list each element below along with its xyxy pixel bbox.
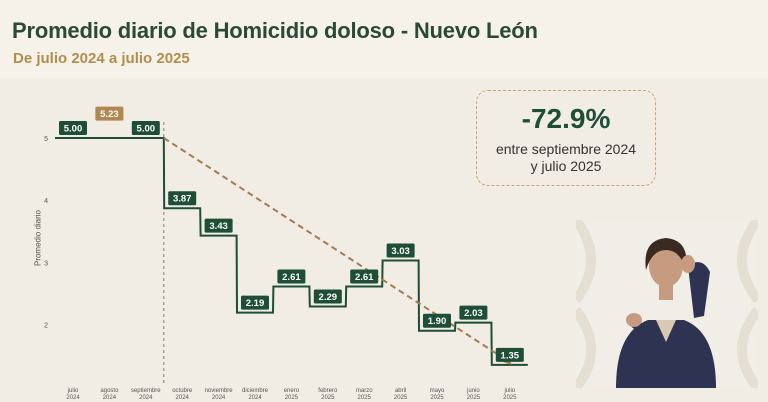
x-tick-label-year: 2024: [103, 395, 117, 401]
data-label-box: [386, 243, 415, 258]
x-tick-label-year: 2025: [321, 395, 335, 401]
y-tick-label: 4: [44, 198, 48, 205]
x-tick-label-month: abril: [395, 388, 406, 394]
data-label-box: [95, 106, 124, 121]
x-tick-label-year: 2024: [66, 395, 80, 401]
data-label: 5.23: [100, 109, 119, 120]
data-label-box: [277, 269, 306, 284]
data-label: 3.03: [391, 246, 410, 257]
x-tick-label-month: julio: [67, 388, 79, 394]
x-tick-label-year: 2024: [212, 395, 226, 401]
data-label: 5.00: [137, 123, 156, 134]
x-tick-label-month: septiembre: [131, 388, 161, 394]
data-label: 2.03: [464, 308, 483, 319]
x-tick-label-month: febrero: [318, 388, 338, 394]
x-tick-label-month: octubre: [172, 388, 193, 394]
data-label-box: [241, 295, 269, 310]
data-label-box: [313, 289, 342, 304]
step-series-line: [55, 136, 528, 366]
page-subtitle: De julio 2024 a julio 2025: [13, 50, 190, 67]
data-label-box: [168, 191, 197, 206]
x-tick-label-year: 2024: [139, 395, 153, 401]
data-label-box: [131, 120, 160, 135]
x-tick-label-year: 2025: [285, 395, 299, 401]
y-axis-label: Promedio diario: [33, 209, 43, 267]
x-tick-label-month: marzo: [356, 388, 373, 394]
reduction-callout: -72.9% entre septiembre 2024 y julio 202…: [476, 90, 656, 186]
header-background: [0, 0, 768, 78]
x-tick-label-month: mayo: [430, 388, 445, 394]
data-label: 2.19: [246, 298, 265, 309]
data-label-box: [59, 120, 87, 135]
data-label: 5.00: [64, 123, 83, 134]
data-label-box: [204, 218, 233, 233]
x-tick-label-year: 2025: [358, 395, 372, 401]
x-tick-label-month: enero: [284, 388, 300, 394]
x-tick-label-month: noviembre: [205, 388, 234, 394]
y-tick-label: 5: [44, 136, 48, 143]
data-label-box: [459, 305, 488, 320]
data-label-box: [350, 269, 379, 284]
x-tick-label-month: diciembre: [242, 388, 269, 394]
reduction-description: entre septiembre 2024 y julio 2025: [495, 141, 637, 174]
page-title: Promedio diario de Homicidio doloso - Nu…: [12, 18, 538, 43]
reduction-percentage: -72.9%: [521, 103, 611, 134]
data-label: 3.87: [173, 194, 192, 205]
x-tick-label-year: 2025: [467, 395, 481, 401]
data-label: 1.35: [501, 350, 520, 361]
data-label: 2.61: [282, 272, 301, 283]
x-tick-label-month: julio: [503, 388, 515, 394]
data-label-box: [423, 313, 451, 328]
trend-line: [163, 137, 509, 362]
data-label-box: [495, 347, 524, 362]
y-tick-label: 2: [44, 322, 48, 329]
y-tick-label: 3: [44, 260, 48, 267]
data-label: 3.43: [209, 221, 228, 232]
x-tick-label-year: 2024: [248, 395, 262, 401]
sign-language-interpreter-video: [576, 220, 758, 388]
x-tick-label-year: 2025: [430, 395, 444, 401]
x-tick-label-year: 2025: [394, 395, 408, 401]
data-label: 2.29: [319, 292, 338, 303]
x-tick-label-year: 2025: [503, 395, 517, 401]
x-tick-label-month: junio: [466, 388, 480, 394]
data-label: 1.90: [428, 316, 447, 327]
x-tick-label-month: agosto: [100, 388, 119, 394]
data-label: 2.61: [355, 272, 374, 283]
interpreter-figure: [576, 220, 758, 388]
x-tick-label-year: 2024: [176, 395, 190, 401]
